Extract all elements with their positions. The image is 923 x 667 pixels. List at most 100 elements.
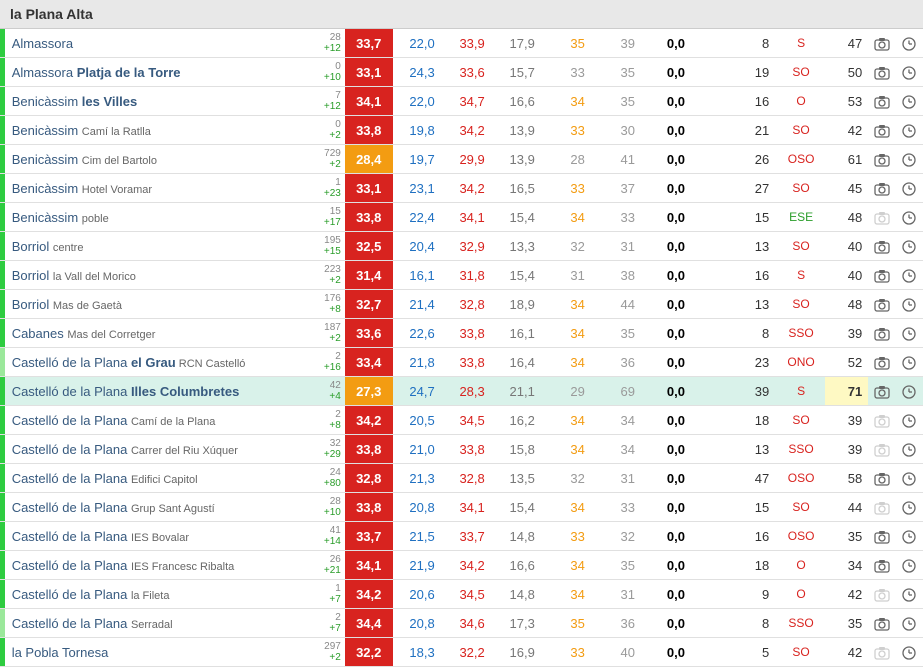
- clock-icon[interactable]: [896, 174, 923, 203]
- val-4: 34: [543, 493, 593, 522]
- table-row[interactable]: Castelló de la Plana Carrer del Riu Xúqu…: [0, 435, 923, 464]
- station-name[interactable]: Castelló de la Plana Camí de la Plana: [6, 406, 304, 435]
- table-row[interactable]: Castelló de la Plana Camí de la Plana 2+…: [0, 406, 923, 435]
- table-row[interactable]: la Pobla Tornesa 297+2 32,2 18,3 32,2 16…: [0, 638, 923, 667]
- clock-icon[interactable]: [896, 261, 923, 290]
- camera-icon[interactable]: [868, 290, 895, 319]
- station-name[interactable]: Almassora: [6, 29, 304, 58]
- station-name[interactable]: Borriol Mas de Gaetà: [6, 290, 304, 319]
- clock-icon[interactable]: [896, 522, 923, 551]
- clock-icon[interactable]: [896, 145, 923, 174]
- clock-icon[interactable]: [896, 58, 923, 87]
- table-row[interactable]: Benicàssim les Villes 7+12 34,1 22,0 34,…: [0, 87, 923, 116]
- clock-icon[interactable]: [896, 580, 923, 609]
- station-name[interactable]: Castelló de la Plana IES Bovalar: [6, 522, 304, 551]
- clock-icon[interactable]: [896, 116, 923, 145]
- table-row[interactable]: Castelló de la Plana Serradal 2+7 34,4 2…: [0, 609, 923, 638]
- station-name[interactable]: Benicàssim Cim del Bartolo: [6, 145, 304, 174]
- table-row[interactable]: Benicàssim Hotel Voramar 1+23 33,1 23,1 …: [0, 174, 923, 203]
- camera-icon[interactable]: [868, 29, 895, 58]
- station-name[interactable]: Castelló de la Plana Illes Columbretes: [6, 377, 304, 406]
- clock-icon[interactable]: [896, 609, 923, 638]
- val-7: 8: [727, 319, 777, 348]
- table-row[interactable]: Castelló de la Plana Grup Sant Agustí 28…: [0, 493, 923, 522]
- table-row[interactable]: Benicàssim Cim del Bartolo 729+2 28,4 19…: [0, 145, 923, 174]
- clock-icon[interactable]: [896, 638, 923, 667]
- elevation: 1+23: [304, 174, 345, 203]
- val-2: 32,8: [443, 464, 493, 493]
- val-7: 18: [727, 406, 777, 435]
- camera-icon[interactable]: [868, 348, 895, 377]
- station-name[interactable]: Benicàssim les Villes: [6, 87, 304, 116]
- camera-icon[interactable]: [868, 522, 895, 551]
- station-name[interactable]: Castelló de la Plana la Fileta: [6, 580, 304, 609]
- camera-icon[interactable]: [868, 232, 895, 261]
- camera-icon[interactable]: [868, 145, 895, 174]
- temperature: 34,2: [345, 580, 393, 609]
- station-name[interactable]: Castelló de la Plana Grup Sant Agustí: [6, 493, 304, 522]
- station-name[interactable]: Borriol la Vall del Morico: [6, 261, 304, 290]
- clock-icon[interactable]: [896, 319, 923, 348]
- station-name[interactable]: Castelló de la Plana Carrer del Riu Xúqu…: [6, 435, 304, 464]
- station-name[interactable]: Benicàssim Camí la Ratlla: [6, 116, 304, 145]
- clock-icon[interactable]: [896, 203, 923, 232]
- station-name[interactable]: Castelló de la Plana Edifici Capitol: [6, 464, 304, 493]
- table-row[interactable]: Borriol centre 195+15 32,5 20,4 32,9 13,…: [0, 232, 923, 261]
- camera-icon[interactable]: [868, 87, 895, 116]
- val-3: 14,8: [493, 580, 543, 609]
- camera-icon[interactable]: [868, 638, 895, 667]
- val-3: 16,6: [493, 551, 543, 580]
- table-row[interactable]: Castelló de la Plana Edifici Capitol 24+…: [0, 464, 923, 493]
- table-row[interactable]: Castelló de la Plana Illes Columbretes 4…: [0, 377, 923, 406]
- camera-icon[interactable]: [868, 493, 895, 522]
- clock-icon[interactable]: [896, 290, 923, 319]
- station-name[interactable]: Castelló de la Plana el Grau RCN Castell…: [6, 348, 304, 377]
- station-name[interactable]: Benicàssim Hotel Voramar: [6, 174, 304, 203]
- station-name[interactable]: Benicàssim poble: [6, 203, 304, 232]
- clock-icon[interactable]: [896, 406, 923, 435]
- clock-icon[interactable]: [896, 348, 923, 377]
- camera-icon[interactable]: [868, 377, 895, 406]
- clock-icon[interactable]: [896, 551, 923, 580]
- camera-icon[interactable]: [868, 58, 895, 87]
- station-name[interactable]: la Pobla Tornesa: [6, 638, 304, 667]
- camera-icon[interactable]: [868, 580, 895, 609]
- station-name[interactable]: Almassora Platja de la Torre: [6, 58, 304, 87]
- table-row[interactable]: Castelló de la Plana IES Bovalar 41+14 3…: [0, 522, 923, 551]
- table-row[interactable]: Castelló de la Plana IES Francesc Ribalt…: [0, 551, 923, 580]
- wind-dir: SO: [777, 116, 825, 145]
- camera-icon[interactable]: [868, 116, 895, 145]
- table-row[interactable]: Benicàssim poble 15+17 33,8 22,4 34,1 15…: [0, 203, 923, 232]
- table-row[interactable]: Almassora 28+12 33,7 22,0 33,9 17,9 35 3…: [0, 29, 923, 58]
- clock-icon[interactable]: [896, 29, 923, 58]
- clock-icon[interactable]: [896, 435, 923, 464]
- station-name[interactable]: Cabanes Mas del Corretger: [6, 319, 304, 348]
- camera-icon[interactable]: [868, 464, 895, 493]
- camera-icon[interactable]: [868, 609, 895, 638]
- clock-icon[interactable]: [896, 232, 923, 261]
- camera-icon[interactable]: [868, 174, 895, 203]
- clock-icon[interactable]: [896, 493, 923, 522]
- val-5: 38: [593, 261, 643, 290]
- station-name[interactable]: Borriol centre: [6, 232, 304, 261]
- camera-icon[interactable]: [868, 406, 895, 435]
- status-bar: [0, 58, 5, 86]
- val-5: 31: [593, 464, 643, 493]
- camera-icon[interactable]: [868, 319, 895, 348]
- table-row[interactable]: Benicàssim Camí la Ratlla 0+2 33,8 19,8 …: [0, 116, 923, 145]
- clock-icon[interactable]: [896, 87, 923, 116]
- camera-icon[interactable]: [868, 435, 895, 464]
- camera-icon[interactable]: [868, 551, 895, 580]
- table-row[interactable]: Cabanes Mas del Corretger 187+2 33,6 22,…: [0, 319, 923, 348]
- table-row[interactable]: Borriol la Vall del Morico 223+2 31,4 16…: [0, 261, 923, 290]
- clock-icon[interactable]: [896, 377, 923, 406]
- table-row[interactable]: Borriol Mas de Gaetà 176+8 32,7 21,4 32,…: [0, 290, 923, 319]
- station-name[interactable]: Castelló de la Plana IES Francesc Ribalt…: [6, 551, 304, 580]
- station-name[interactable]: Castelló de la Plana Serradal: [6, 609, 304, 638]
- clock-icon[interactable]: [896, 464, 923, 493]
- table-row[interactable]: Almassora Platja de la Torre 0+10 33,1 2…: [0, 58, 923, 87]
- table-row[interactable]: Castelló de la Plana el Grau RCN Castell…: [0, 348, 923, 377]
- table-row[interactable]: Castelló de la Plana la Fileta 1+7 34,2 …: [0, 580, 923, 609]
- camera-icon[interactable]: [868, 261, 895, 290]
- camera-icon[interactable]: [868, 203, 895, 232]
